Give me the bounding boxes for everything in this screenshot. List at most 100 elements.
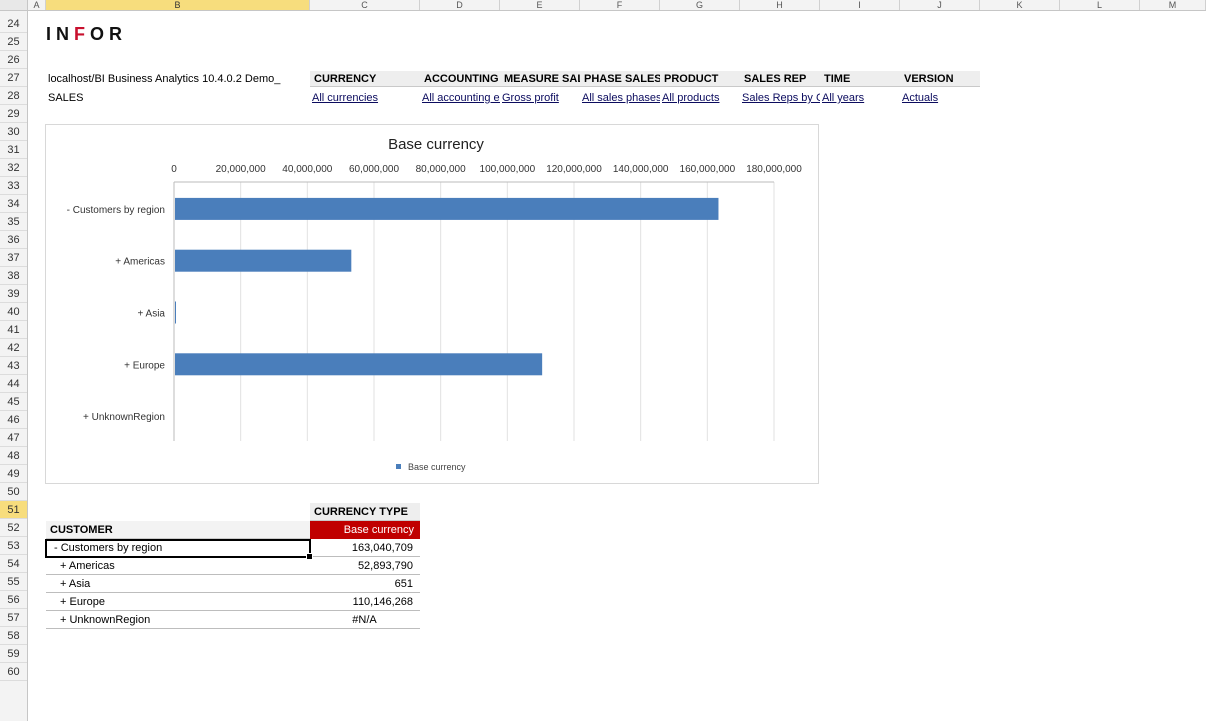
column-header-l[interactable]: L — [1060, 0, 1140, 10]
column-header-f[interactable]: F — [580, 0, 660, 10]
bar — [175, 353, 543, 376]
column-header-j[interactable]: J — [900, 0, 980, 10]
bar — [175, 197, 719, 220]
row-header-36[interactable]: 36 — [0, 231, 27, 249]
legend-swatch — [396, 464, 401, 469]
customer-cell[interactable]: - Customers by region — [54, 542, 163, 554]
column-header-d[interactable]: D — [420, 0, 500, 10]
value-cell[interactable]: 52,893,790 — [357, 560, 413, 572]
y-tick-label: + Asia — [137, 309, 165, 320]
row-header-32[interactable]: 32 — [0, 159, 27, 177]
row-header-49[interactable]: 49 — [0, 465, 27, 483]
y-tick-label: + UnknownRegion — [83, 412, 165, 423]
x-tick-label: 60,000,000 — [349, 164, 399, 175]
row-header-53[interactable]: 53 — [0, 537, 27, 555]
column-header-k[interactable]: K — [980, 0, 1060, 10]
row-header-58[interactable]: 58 — [0, 627, 27, 645]
customer-cell[interactable]: + Americas — [60, 560, 115, 572]
x-tick-label: 160,000,000 — [680, 164, 736, 175]
value-cell[interactable]: 110,146,268 — [352, 596, 413, 608]
customer-cell[interactable]: + Asia — [60, 578, 91, 590]
row-header-45[interactable]: 45 — [0, 393, 27, 411]
bar-chart[interactable]: Base currency 0 20,000,000 40,000,000 60,000… — [45, 124, 819, 484]
row-header-52[interactable]: 52 — [0, 519, 27, 537]
row-header-27[interactable]: 27 — [0, 69, 27, 87]
row-header-28[interactable]: 28 — [0, 87, 27, 105]
column-header-e[interactable]: E — [500, 0, 580, 10]
value-cell[interactable]: 163,040,709 — [351, 542, 413, 554]
row-header-55[interactable]: 55 — [0, 573, 27, 591]
currency-type-header: CURRENCY TYPE — [310, 503, 420, 521]
x-tick-label: 100,000,000 — [480, 164, 536, 175]
customer-header: CUSTOMER — [46, 521, 310, 539]
row-header-43[interactable]: 43 — [0, 357, 27, 375]
value-cell[interactable]: 651 — [394, 578, 413, 590]
row-header-59[interactable]: 59 — [0, 645, 27, 663]
customer-cell[interactable]: + UnknownRegion — [60, 614, 151, 626]
dim-header-accounting: ACCOUNTING — [420, 71, 500, 87]
row-header-56[interactable]: 56 — [0, 591, 27, 609]
table-row[interactable]: + Americas 52,893,790 — [46, 557, 420, 575]
chart-svg: Base currency 0 20,000,000 40,000,000 60,000… — [67, 136, 803, 472]
row-header-50[interactable]: 50 — [0, 483, 27, 501]
row-header-26[interactable]: 26 — [0, 51, 27, 69]
table-row[interactable]: + UnknownRegion #N/A — [46, 611, 420, 629]
row-header-35[interactable]: 35 — [0, 213, 27, 231]
row-header-24[interactable]: 24 — [0, 15, 27, 33]
chart-title: Base currency — [388, 136, 484, 153]
dim-value-accounting[interactable]: All accounting er — [422, 92, 500, 104]
row-header-34[interactable]: 34 — [0, 195, 27, 213]
row-header-44[interactable]: 44 — [0, 375, 27, 393]
x-tick-label: 80,000,000 — [416, 164, 466, 175]
row-header-29[interactable]: 29 — [0, 105, 27, 123]
row-header-30[interactable]: 30 — [0, 123, 27, 141]
dim-value-salesrep[interactable]: Sales Reps by C — [742, 92, 820, 104]
column-header-c[interactable]: C — [310, 0, 420, 10]
customer-cell[interactable]: + Europe — [60, 596, 105, 608]
row-header-40[interactable]: 40 — [0, 303, 27, 321]
dim-value-phase[interactable]: All sales phases — [582, 92, 660, 104]
logo-text-2: OR — [90, 24, 127, 44]
column-header-b[interactable]: B — [46, 0, 310, 10]
row-header-38[interactable]: 38 — [0, 267, 27, 285]
row-header-51[interactable]: 51 — [0, 501, 27, 519]
row-header-37[interactable]: 37 — [0, 249, 27, 267]
table-row[interactable]: + Asia 651 — [46, 575, 420, 593]
column-header-i[interactable]: I — [820, 0, 900, 10]
value-cell[interactable]: #N/A — [352, 614, 377, 626]
select-all-corner[interactable] — [0, 0, 28, 10]
logo-text-accent: F — [74, 24, 90, 44]
dim-header-currency: CURRENCY — [310, 71, 420, 87]
column-header-g[interactable]: G — [660, 0, 740, 10]
column-header-m[interactable]: M — [1140, 0, 1206, 10]
row-header-54[interactable]: 54 — [0, 555, 27, 573]
row-header-47[interactable]: 47 — [0, 429, 27, 447]
row-header-25[interactable]: 25 — [0, 33, 27, 51]
row-header-39[interactable]: 39 — [0, 285, 27, 303]
row-header-42[interactable]: 42 — [0, 339, 27, 357]
row-header-57[interactable]: 57 — [0, 609, 27, 627]
y-tick-label: - Customers by region — [67, 205, 165, 216]
column-header-h[interactable]: H — [740, 0, 820, 10]
dim-header-salesrep: SALES REP — [740, 71, 820, 87]
row-header-46[interactable]: 46 — [0, 411, 27, 429]
row-header-31[interactable]: 31 — [0, 141, 27, 159]
base-currency-header: Base currency — [310, 521, 420, 539]
dim-value-measure[interactable]: Gross profit — [502, 92, 559, 104]
dim-value-version[interactable]: Actuals — [902, 92, 939, 104]
dim-header-measure: MEASURE SAL — [500, 71, 580, 87]
table-row[interactable]: - Customers by region 163,040,709 — [46, 539, 420, 557]
column-header-a[interactable]: A — [28, 0, 46, 10]
dim-value-currency[interactable]: All currencies — [312, 92, 379, 104]
dim-header-time: TIME — [820, 71, 900, 87]
row-header-48[interactable]: 48 — [0, 447, 27, 465]
row-header-60[interactable]: 60 — [0, 663, 27, 681]
row-header-41[interactable]: 41 — [0, 321, 27, 339]
y-tick-label: + Europe — [124, 360, 165, 371]
dim-value-product[interactable]: All products — [662, 92, 720, 104]
dim-value-time[interactable]: All years — [822, 92, 865, 104]
row-header-33[interactable]: 33 — [0, 177, 27, 195]
table-row[interactable]: + Europe 110,146,268 — [46, 593, 420, 611]
bar — [175, 249, 352, 272]
cube-label: SALES — [48, 92, 84, 104]
